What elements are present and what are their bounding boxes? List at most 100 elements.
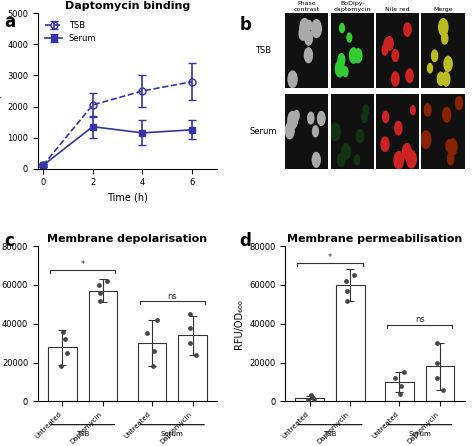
Point (391, 375, 399, 382)
Point (61, 336, 68, 343)
Circle shape (382, 111, 389, 124)
Circle shape (406, 149, 417, 169)
Point (434, 375, 441, 382)
Circle shape (405, 68, 414, 83)
Circle shape (312, 125, 319, 138)
Point (57, 363, 65, 370)
Point (433, 359, 441, 366)
Title: Nile red: Nile red (385, 7, 410, 12)
Circle shape (447, 138, 458, 156)
Bar (336, 285, 365, 401)
Circle shape (402, 143, 412, 160)
Circle shape (447, 153, 455, 165)
Circle shape (443, 56, 453, 72)
Text: a: a (5, 13, 16, 31)
Point (305, 397, 312, 404)
Circle shape (394, 121, 402, 136)
Circle shape (431, 49, 438, 62)
Text: ns: ns (167, 292, 177, 301)
Text: c: c (5, 232, 15, 250)
Point (96, 289, 103, 296)
Circle shape (361, 112, 368, 123)
Circle shape (363, 104, 369, 116)
Circle shape (337, 153, 346, 167)
Circle shape (356, 128, 365, 144)
Point (63, 349, 71, 356)
Circle shape (287, 111, 298, 130)
Circle shape (382, 44, 389, 56)
Point (186, 310, 193, 318)
Circle shape (284, 122, 295, 140)
Point (343, 287, 351, 294)
Point (397, 390, 404, 397)
Circle shape (445, 139, 453, 153)
Bar (295, 397, 324, 401)
Point (398, 382, 405, 389)
Title: Phase
contrast: Phase contrast (294, 1, 320, 12)
Circle shape (339, 23, 345, 33)
Circle shape (391, 71, 400, 87)
Text: Serum: Serum (408, 430, 431, 437)
Point (350, 272, 358, 279)
Text: *: * (81, 260, 85, 269)
Circle shape (299, 18, 310, 37)
Circle shape (381, 136, 390, 152)
Y-axis label: TSB: TSB (255, 46, 271, 55)
Circle shape (349, 47, 358, 64)
Point (96, 297, 103, 304)
Circle shape (311, 152, 321, 168)
Circle shape (307, 112, 315, 124)
Circle shape (330, 123, 341, 141)
Title: Membrane depolarisation: Membrane depolarisation (47, 234, 208, 244)
Point (308, 393, 316, 400)
Bar (179, 335, 207, 401)
Text: TSB: TSB (323, 430, 337, 437)
Bar (138, 343, 166, 401)
Circle shape (437, 71, 445, 86)
Circle shape (293, 110, 300, 122)
Title: Merge: Merge (433, 7, 453, 12)
Title: Daptomycin binding: Daptomycin binding (65, 1, 190, 11)
Text: d: d (239, 232, 251, 250)
Circle shape (442, 71, 450, 87)
Point (343, 297, 351, 304)
Circle shape (441, 32, 448, 45)
Point (153, 316, 160, 323)
Text: TSB: TSB (76, 430, 90, 437)
Circle shape (341, 143, 351, 160)
Text: b: b (239, 16, 251, 33)
Point (95, 281, 102, 289)
Point (192, 351, 200, 359)
Point (150, 347, 158, 355)
Circle shape (438, 18, 449, 37)
Y-axis label: RFU/OD₆₀₀: RFU/OD₆₀₀ (234, 299, 244, 349)
Text: ns: ns (415, 315, 425, 324)
Circle shape (392, 49, 399, 62)
Circle shape (354, 154, 360, 165)
Circle shape (393, 151, 404, 169)
X-axis label: Time (h): Time (h) (107, 193, 148, 203)
Circle shape (337, 53, 346, 67)
Circle shape (287, 70, 298, 88)
Circle shape (455, 96, 463, 110)
Point (186, 340, 194, 347)
Circle shape (346, 32, 352, 43)
Circle shape (427, 63, 433, 74)
Point (342, 277, 350, 285)
Bar (89, 291, 118, 401)
Circle shape (304, 47, 313, 63)
Point (400, 369, 408, 376)
Point (144, 330, 151, 337)
Circle shape (385, 36, 394, 51)
Legend: TSB, Serum: TSB, Serum (42, 17, 100, 46)
Circle shape (306, 20, 312, 31)
Text: *: * (328, 253, 332, 262)
Circle shape (304, 30, 313, 46)
Bar (48, 347, 77, 401)
Circle shape (410, 105, 416, 116)
Bar (385, 382, 414, 401)
Point (433, 340, 441, 347)
Circle shape (354, 48, 363, 63)
Y-axis label: RFU/OD₆₀₀: RFU/OD₆₀₀ (0, 66, 1, 116)
Circle shape (424, 103, 432, 117)
